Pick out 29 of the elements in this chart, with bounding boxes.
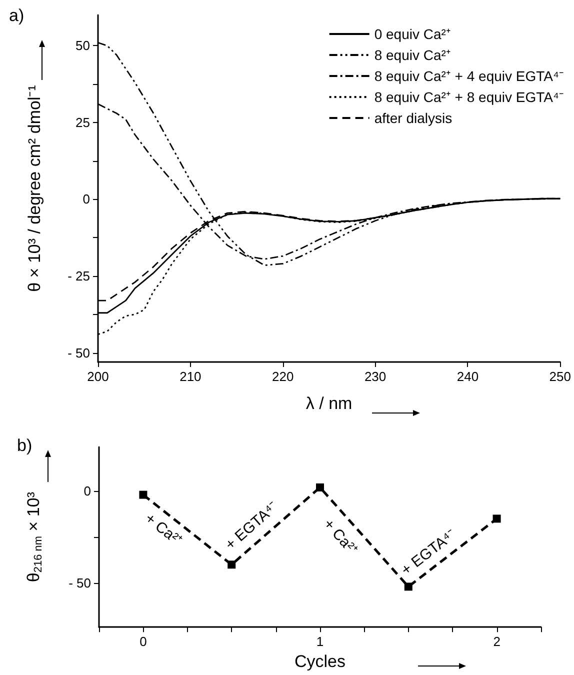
x-tick-label: 0 (140, 634, 147, 650)
x-axis-title: λ / nm (306, 394, 352, 413)
y-tick-label: 0 (84, 484, 91, 499)
x-axis-title: Cycles (294, 652, 346, 671)
x-tick-label: 250 (549, 369, 572, 384)
y-axis-title: θ × 10³ / degree cm² dmol⁻¹ (25, 84, 44, 292)
y-tick-label: - 50 (68, 575, 91, 590)
y-axis-title: θ216 nm × 10³ (24, 492, 44, 582)
x-tick-label: 240 (456, 369, 479, 384)
legend-label: 8 equiv Ca²⁺ + 4 equiv EGTA⁴⁻ (374, 68, 564, 84)
y-tick-label: - 50 (68, 345, 90, 360)
y-tick-label: 0 (82, 192, 90, 207)
legend-label: 0 equiv Ca²⁺ (374, 26, 451, 42)
x-tick-label: 210 (180, 369, 202, 384)
x-tick-label: 200 (87, 369, 109, 384)
y-tick-label: - 25 (68, 268, 90, 284)
annotation: + Ca²⁺ (142, 510, 186, 550)
chart-title: b) (17, 436, 32, 455)
x-tick-label: 2 (493, 634, 500, 650)
y-tick-label: 25 (76, 114, 90, 130)
x-tick-label: 220 (272, 369, 294, 384)
annotation: + Ca²⁺ (320, 516, 361, 558)
y-tick-label: 50 (76, 38, 90, 54)
chart-title: a) (9, 6, 24, 25)
legend-label: 8 equiv Ca²⁺ + 8 equiv EGTA⁴⁻ (374, 89, 564, 105)
legend-label: after dialysis (374, 110, 452, 126)
x-tick-label: 1 (316, 634, 324, 650)
legend-label: 8 equiv Ca²⁺ (374, 47, 451, 63)
x-tick-label: 230 (364, 369, 386, 384)
